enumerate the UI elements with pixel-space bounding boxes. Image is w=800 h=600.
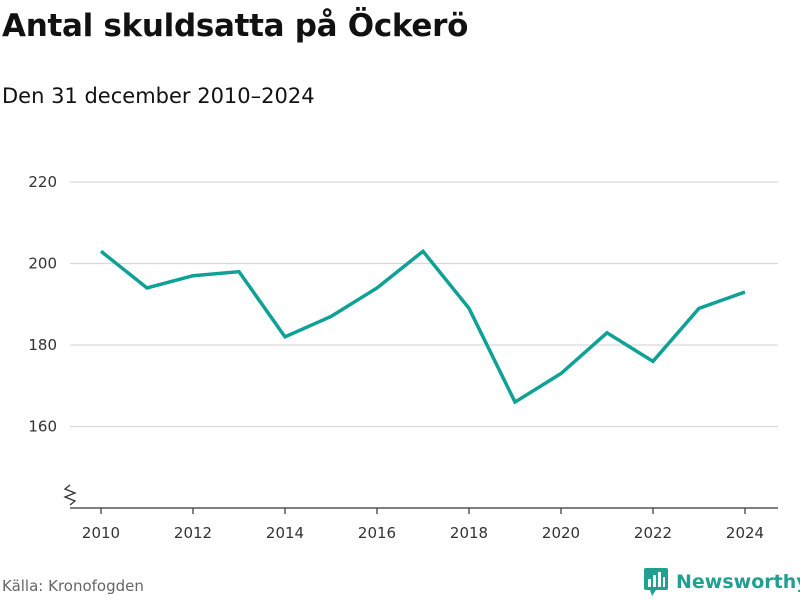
- data-point-2022: [652, 360, 655, 363]
- source-note: Källa: Kronofogden: [2, 577, 144, 595]
- y-tick-label-200: 200: [28, 255, 57, 273]
- data-point-2013: [238, 270, 241, 273]
- data-point-2016: [376, 286, 379, 289]
- data-point-2023: [698, 307, 701, 310]
- x-tick-label-2022: 2022: [634, 524, 672, 542]
- data-point-2015: [330, 315, 333, 318]
- x-tick-label-2018: 2018: [450, 524, 488, 542]
- line-chart: 160 180 200 220 2010 2012 2014 2016 2018 2020 2022…: [28, 173, 778, 542]
- series-line-0: [99, 248, 746, 405]
- y-tick-label-220: 220: [28, 173, 57, 191]
- brand-name: Newsworthy: [676, 571, 800, 593]
- x-tick-label-2012: 2012: [174, 524, 212, 542]
- y-tick-label-180: 180: [28, 336, 57, 354]
- y-tick-label-160: 160: [28, 418, 57, 436]
- data-point-2024: [744, 291, 747, 294]
- data-point-2011: [146, 286, 149, 289]
- data-point-2021: [606, 331, 609, 334]
- data-point-2014: [284, 335, 287, 338]
- newsworthy-logo-icon: [644, 568, 668, 596]
- x-tick-label-2020: 2020: [542, 524, 580, 542]
- data-point-2018: [468, 307, 471, 310]
- data-point-2019: [514, 401, 517, 404]
- data-point-2010: [100, 250, 103, 253]
- x-tick-label-2014: 2014: [266, 524, 304, 542]
- chart-subtitle: Den 31 december 2010–2024: [2, 84, 315, 108]
- data-point-2012: [192, 274, 195, 277]
- x-tick-label-2010: 2010: [82, 524, 120, 542]
- x-tick-label-2016: 2016: [358, 524, 396, 542]
- chart-title: Antal skuldsatta på Öckerö: [2, 8, 469, 44]
- data-point-2017: [422, 250, 425, 253]
- axis-break-icon: [63, 484, 77, 506]
- x-tick-label-2024: 2024: [726, 524, 764, 542]
- data-point-2020: [560, 372, 563, 375]
- brand-logo: Newsworthy: [643, 567, 800, 597]
